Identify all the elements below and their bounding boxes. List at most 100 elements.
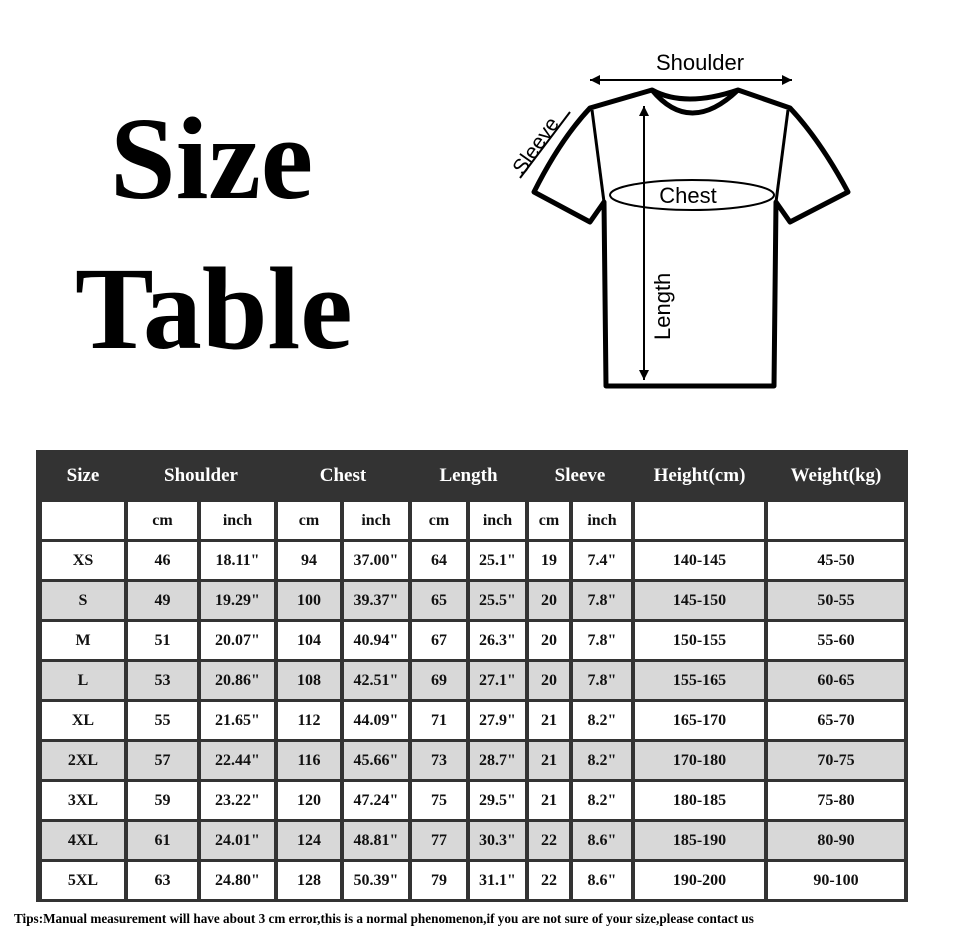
table-cell: 20 xyxy=(529,622,569,659)
table-cell: 150-155 xyxy=(635,622,764,659)
table-cell: 3XL xyxy=(42,782,124,819)
table-cell: 69 xyxy=(412,662,466,699)
table-cell: 19.29" xyxy=(201,582,274,619)
chest-label: Chest xyxy=(659,183,716,208)
table-cell: 75 xyxy=(412,782,466,819)
table-cell: 75-80 xyxy=(768,782,904,819)
table-cell: 22.44" xyxy=(201,742,274,779)
table-cell: 50.39" xyxy=(344,862,408,899)
table-cell: cm xyxy=(412,502,466,539)
table-header: Size Shoulder Chest Length Sleeve Height… xyxy=(42,450,902,502)
size-table: Size Shoulder Chest Length Sleeve Height… xyxy=(36,450,908,902)
table-cell: 185-190 xyxy=(635,822,764,859)
table-cell xyxy=(768,502,904,539)
table-cell: 45.66" xyxy=(344,742,408,779)
table-cell: 77 xyxy=(412,822,466,859)
header-chest: Chest xyxy=(319,465,367,486)
table-cell: 22 xyxy=(529,862,569,899)
chest-ellipse xyxy=(609,179,775,211)
table-cell: 104 xyxy=(278,622,340,659)
table-cell: 80-90 xyxy=(768,822,904,859)
table-cell: 65 xyxy=(412,582,466,619)
table-cell: inch xyxy=(573,502,631,539)
table-cell: 7.8" xyxy=(573,662,631,699)
table-cell: 27.9" xyxy=(470,702,525,739)
table-cell: 59 xyxy=(128,782,197,819)
table-cell: 140-145 xyxy=(635,542,764,579)
table-cell: 26.3" xyxy=(470,622,525,659)
table-cell: 30.3" xyxy=(470,822,525,859)
table-cell: 73 xyxy=(412,742,466,779)
shoulder-label: Shoulder xyxy=(656,50,744,75)
table-cell: cm xyxy=(128,502,197,539)
table-cell: inch xyxy=(344,502,408,539)
table-cell: 49 xyxy=(128,582,197,619)
table-cell: 28.7" xyxy=(470,742,525,779)
tips-text: Tips:Manual measurement will have about … xyxy=(14,911,754,926)
table-cell: 21 xyxy=(529,742,569,779)
table-cell: 60-65 xyxy=(768,662,904,699)
table-cell: 55-60 xyxy=(768,622,904,659)
table-cell: 94 xyxy=(278,542,340,579)
table-body: cm inch cm inch cm inch cm inch XS 46 18.11" 94 37.0… xyxy=(42,502,904,899)
table-cell: 2XL xyxy=(42,742,124,779)
header-height: Height(cm) xyxy=(653,465,746,486)
table-cell: 20.86" xyxy=(201,662,274,699)
table-cell: XL xyxy=(42,702,124,739)
table-cell: cm xyxy=(278,502,340,539)
table-cell: 79 xyxy=(412,862,466,899)
table-cell: 25.1" xyxy=(470,542,525,579)
title-table: Table xyxy=(75,243,353,374)
table-cell: 39.37" xyxy=(344,582,408,619)
length-label: Length xyxy=(650,273,675,340)
table-cell: 18.11" xyxy=(201,542,274,579)
table-cell: 44.09" xyxy=(344,702,408,739)
table-cell: 31.1" xyxy=(470,862,525,899)
sleeve-arrow xyxy=(519,111,571,179)
table-cell: 40.94" xyxy=(344,622,408,659)
table-cell: 47.24" xyxy=(344,782,408,819)
table-cell: 57 xyxy=(128,742,197,779)
table-cell: 67 xyxy=(412,622,466,659)
table-cell: 8.2" xyxy=(573,702,631,739)
table-cell: inch xyxy=(470,502,525,539)
table-cell: XS xyxy=(42,542,124,579)
table-cell: L xyxy=(42,662,124,699)
table-cell: 51 xyxy=(128,622,197,659)
header-weight: Weight(kg) xyxy=(790,465,882,486)
table-cell: 7.8" xyxy=(573,582,631,619)
tshirt-diagram: Shoulder Sleeve Chest Length xyxy=(508,50,851,389)
table-cell: 29.5" xyxy=(470,782,525,819)
table-cell: M xyxy=(42,622,124,659)
table-cell: 8.6" xyxy=(573,822,631,859)
table-cell: 61 xyxy=(128,822,197,859)
table-cell: 21.65" xyxy=(201,702,274,739)
table-cell: 180-185 xyxy=(635,782,764,819)
table-cell: 45-50 xyxy=(768,542,904,579)
table-cell: 112 xyxy=(278,702,340,739)
table-cell: S xyxy=(42,582,124,619)
table-cell: 63 xyxy=(128,862,197,899)
header-shoulder: Shoulder xyxy=(164,465,238,486)
table-cell: 22 xyxy=(529,822,569,859)
table-cell: 24.01" xyxy=(201,822,274,859)
table-cell: 124 xyxy=(278,822,340,859)
table-cell: 71 xyxy=(412,702,466,739)
tshirt-outline xyxy=(531,87,851,389)
table-cell: 23.22" xyxy=(201,782,274,819)
header-sleeve: Sleeve xyxy=(554,465,606,486)
table-cell: 20.07" xyxy=(201,622,274,659)
table-cell: 165-170 xyxy=(635,702,764,739)
table-cell: inch xyxy=(201,502,274,539)
table-cell: 116 xyxy=(278,742,340,779)
table-cell: 21 xyxy=(529,702,569,739)
table-cell: 145-150 xyxy=(635,582,764,619)
header-length: Length xyxy=(439,465,498,486)
table-cell: 190-200 xyxy=(635,862,764,899)
table-cell: 8.2" xyxy=(573,742,631,779)
table-cell: 70-75 xyxy=(768,742,904,779)
table-cell: 24.80" xyxy=(201,862,274,899)
table-cell: 37.00" xyxy=(344,542,408,579)
table-cell: 108 xyxy=(278,662,340,699)
table-cell: 7.8" xyxy=(573,622,631,659)
